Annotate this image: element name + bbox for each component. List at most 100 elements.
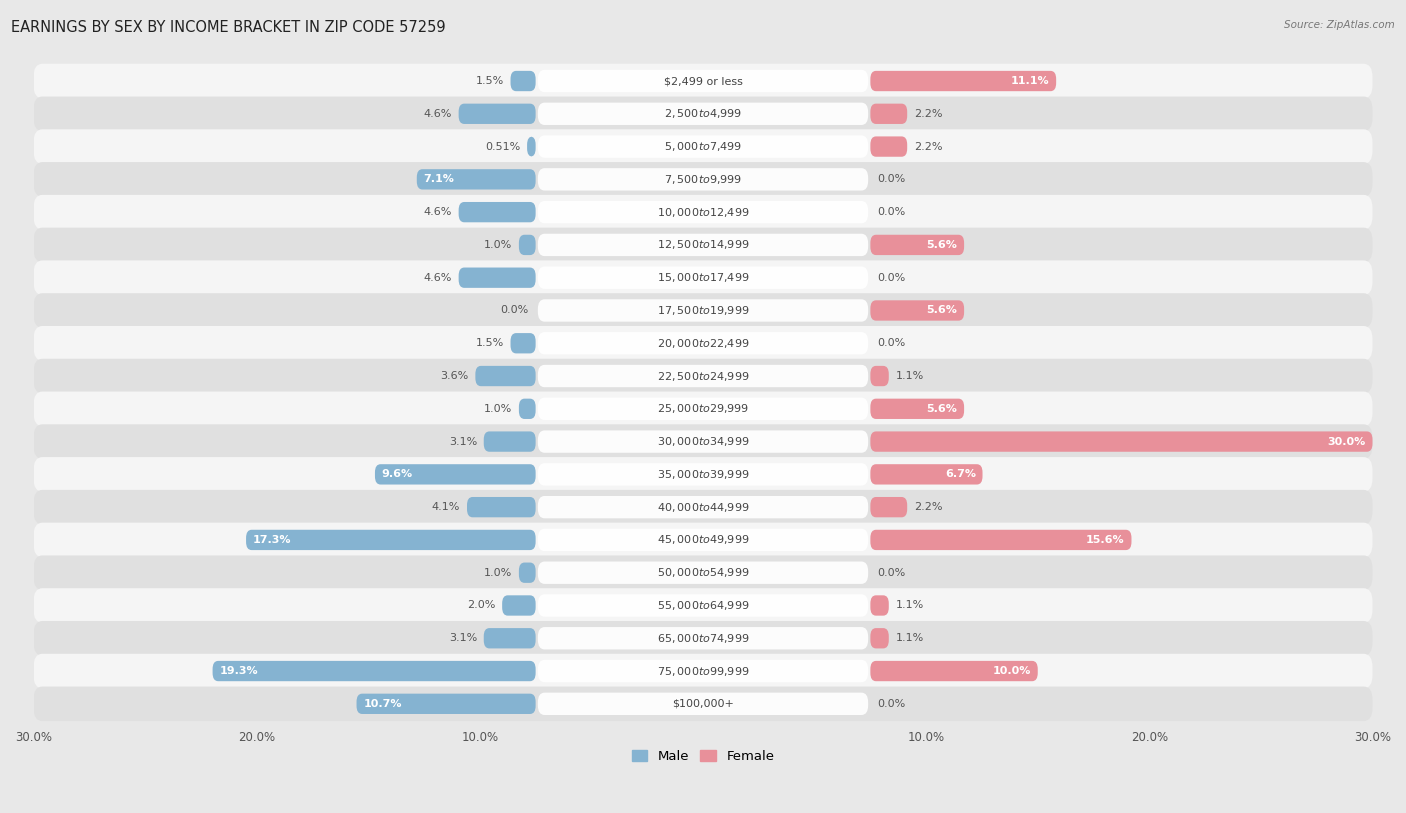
Text: 0.0%: 0.0% bbox=[877, 174, 905, 185]
FancyBboxPatch shape bbox=[519, 235, 536, 255]
Text: 3.6%: 3.6% bbox=[440, 371, 468, 381]
Text: $65,000 to $74,999: $65,000 to $74,999 bbox=[657, 632, 749, 645]
FancyBboxPatch shape bbox=[538, 594, 868, 617]
FancyBboxPatch shape bbox=[34, 228, 1372, 262]
Text: 0.0%: 0.0% bbox=[501, 306, 529, 315]
FancyBboxPatch shape bbox=[34, 621, 1372, 655]
Text: 0.0%: 0.0% bbox=[877, 699, 905, 709]
FancyBboxPatch shape bbox=[458, 202, 536, 222]
FancyBboxPatch shape bbox=[34, 589, 1372, 623]
Text: 9.6%: 9.6% bbox=[381, 469, 413, 480]
Text: 1.1%: 1.1% bbox=[896, 601, 924, 611]
FancyBboxPatch shape bbox=[34, 260, 1372, 295]
FancyBboxPatch shape bbox=[870, 71, 1056, 91]
FancyBboxPatch shape bbox=[870, 398, 965, 419]
FancyBboxPatch shape bbox=[34, 523, 1372, 557]
FancyBboxPatch shape bbox=[870, 628, 889, 649]
Text: EARNINGS BY SEX BY INCOME BRACKET IN ZIP CODE 57259: EARNINGS BY SEX BY INCOME BRACKET IN ZIP… bbox=[11, 20, 446, 35]
Text: 17.3%: 17.3% bbox=[253, 535, 291, 545]
Text: $2,500 to $4,999: $2,500 to $4,999 bbox=[664, 107, 742, 120]
FancyBboxPatch shape bbox=[538, 693, 868, 715]
Text: 10.7%: 10.7% bbox=[363, 699, 402, 709]
FancyBboxPatch shape bbox=[538, 332, 868, 354]
FancyBboxPatch shape bbox=[34, 195, 1372, 229]
FancyBboxPatch shape bbox=[246, 530, 536, 550]
Text: $40,000 to $44,999: $40,000 to $44,999 bbox=[657, 501, 749, 514]
FancyBboxPatch shape bbox=[34, 686, 1372, 721]
FancyBboxPatch shape bbox=[34, 424, 1372, 459]
FancyBboxPatch shape bbox=[870, 137, 907, 157]
FancyBboxPatch shape bbox=[34, 293, 1372, 328]
FancyBboxPatch shape bbox=[538, 528, 868, 551]
FancyBboxPatch shape bbox=[538, 201, 868, 224]
FancyBboxPatch shape bbox=[34, 392, 1372, 426]
FancyBboxPatch shape bbox=[870, 464, 983, 485]
Text: 2.2%: 2.2% bbox=[914, 141, 942, 151]
FancyBboxPatch shape bbox=[870, 432, 1372, 452]
FancyBboxPatch shape bbox=[484, 628, 536, 649]
FancyBboxPatch shape bbox=[538, 463, 868, 485]
FancyBboxPatch shape bbox=[538, 102, 868, 125]
Text: 3.1%: 3.1% bbox=[449, 633, 477, 643]
Text: 6.7%: 6.7% bbox=[945, 469, 976, 480]
Text: $2,499 or less: $2,499 or less bbox=[664, 76, 742, 86]
Text: 0.0%: 0.0% bbox=[877, 207, 905, 217]
Text: $100,000+: $100,000+ bbox=[672, 699, 734, 709]
Text: 1.0%: 1.0% bbox=[484, 404, 512, 414]
Text: 10.0%: 10.0% bbox=[993, 666, 1031, 676]
FancyBboxPatch shape bbox=[375, 464, 536, 485]
Text: 5.6%: 5.6% bbox=[927, 240, 957, 250]
Text: $30,000 to $34,999: $30,000 to $34,999 bbox=[657, 435, 749, 448]
FancyBboxPatch shape bbox=[538, 496, 868, 519]
FancyBboxPatch shape bbox=[538, 398, 868, 420]
Text: $17,500 to $19,999: $17,500 to $19,999 bbox=[657, 304, 749, 317]
Legend: Male, Female: Male, Female bbox=[626, 745, 780, 768]
FancyBboxPatch shape bbox=[458, 103, 536, 124]
Text: 3.1%: 3.1% bbox=[449, 437, 477, 446]
FancyBboxPatch shape bbox=[34, 162, 1372, 197]
Text: $20,000 to $22,499: $20,000 to $22,499 bbox=[657, 337, 749, 350]
FancyBboxPatch shape bbox=[538, 627, 868, 650]
FancyBboxPatch shape bbox=[870, 661, 1038, 681]
Text: $10,000 to $12,499: $10,000 to $12,499 bbox=[657, 206, 749, 219]
FancyBboxPatch shape bbox=[34, 490, 1372, 524]
FancyBboxPatch shape bbox=[34, 326, 1372, 360]
FancyBboxPatch shape bbox=[458, 267, 536, 288]
Text: 0.0%: 0.0% bbox=[877, 338, 905, 348]
FancyBboxPatch shape bbox=[870, 530, 1132, 550]
Text: 0.51%: 0.51% bbox=[485, 141, 520, 151]
Text: 19.3%: 19.3% bbox=[219, 666, 257, 676]
FancyBboxPatch shape bbox=[510, 71, 536, 91]
FancyBboxPatch shape bbox=[34, 129, 1372, 164]
FancyBboxPatch shape bbox=[519, 398, 536, 419]
FancyBboxPatch shape bbox=[484, 432, 536, 452]
FancyBboxPatch shape bbox=[538, 660, 868, 682]
FancyBboxPatch shape bbox=[538, 168, 868, 190]
Text: 4.1%: 4.1% bbox=[432, 502, 460, 512]
FancyBboxPatch shape bbox=[212, 661, 536, 681]
Text: 0.0%: 0.0% bbox=[877, 567, 905, 578]
Text: 5.6%: 5.6% bbox=[927, 306, 957, 315]
Text: 30.0%: 30.0% bbox=[1327, 437, 1365, 446]
Text: $15,000 to $17,499: $15,000 to $17,499 bbox=[657, 272, 749, 285]
Text: 15.6%: 15.6% bbox=[1087, 535, 1125, 545]
Text: $45,000 to $49,999: $45,000 to $49,999 bbox=[657, 533, 749, 546]
FancyBboxPatch shape bbox=[538, 299, 868, 322]
FancyBboxPatch shape bbox=[870, 497, 907, 517]
FancyBboxPatch shape bbox=[34, 63, 1372, 98]
Text: 2.2%: 2.2% bbox=[914, 109, 942, 119]
FancyBboxPatch shape bbox=[870, 366, 889, 386]
Text: 2.2%: 2.2% bbox=[914, 502, 942, 512]
FancyBboxPatch shape bbox=[538, 267, 868, 289]
FancyBboxPatch shape bbox=[870, 595, 889, 615]
Text: 5.6%: 5.6% bbox=[927, 404, 957, 414]
FancyBboxPatch shape bbox=[416, 169, 536, 189]
Text: $22,500 to $24,999: $22,500 to $24,999 bbox=[657, 370, 749, 383]
Text: $12,500 to $14,999: $12,500 to $14,999 bbox=[657, 238, 749, 251]
FancyBboxPatch shape bbox=[538, 562, 868, 584]
Text: 2.0%: 2.0% bbox=[467, 601, 495, 611]
FancyBboxPatch shape bbox=[34, 555, 1372, 590]
FancyBboxPatch shape bbox=[870, 235, 965, 255]
FancyBboxPatch shape bbox=[538, 70, 868, 92]
Text: 11.1%: 11.1% bbox=[1011, 76, 1049, 86]
